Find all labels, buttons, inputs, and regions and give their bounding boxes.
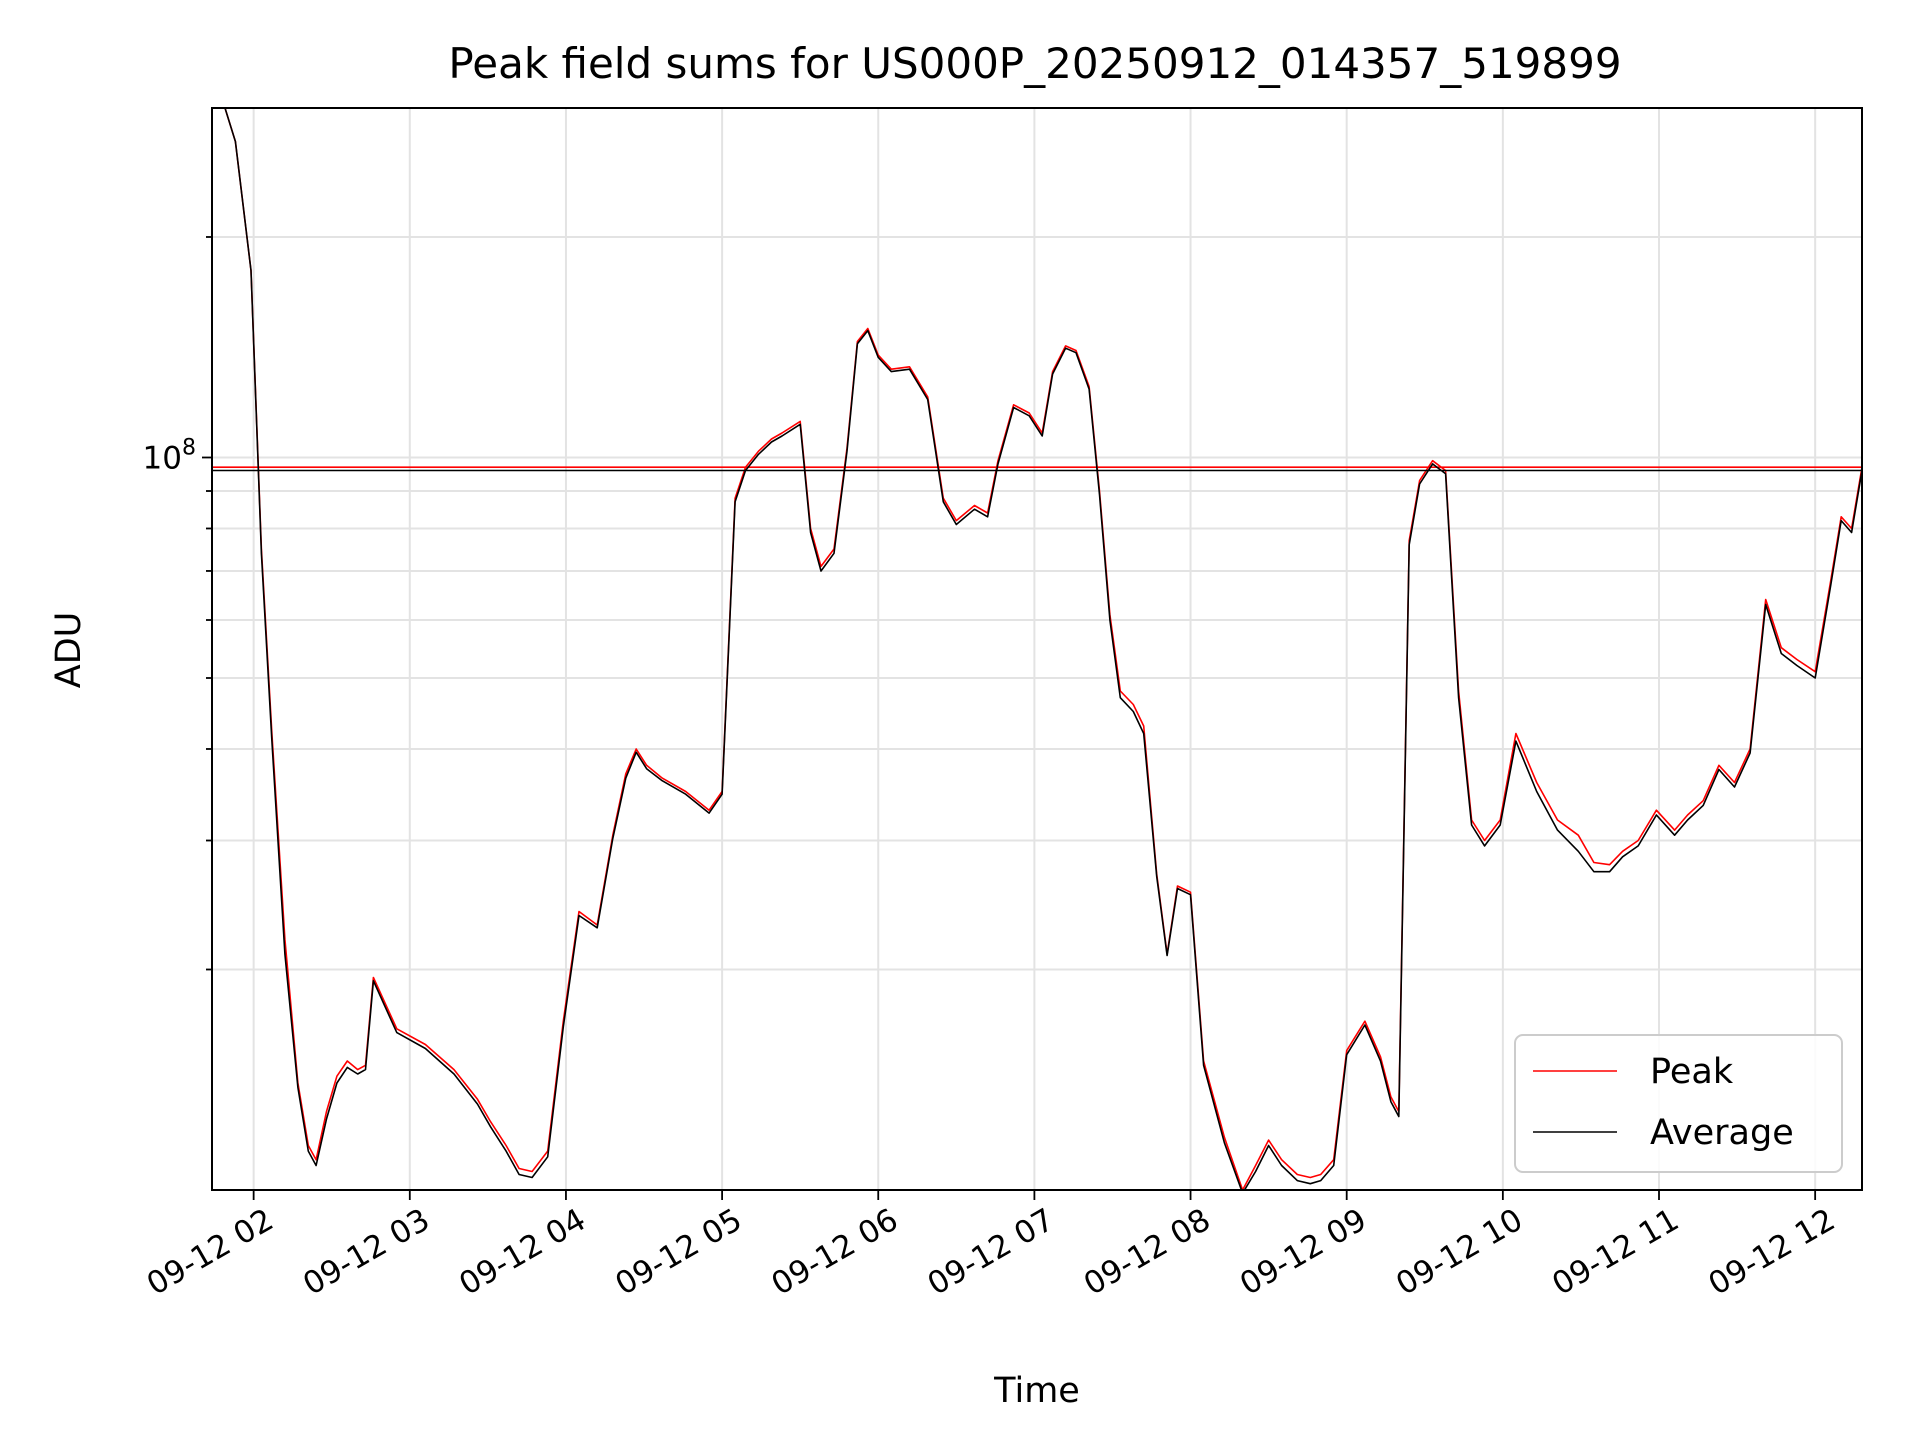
grid [212,108,1862,1190]
legend-label-peak: Peak [1650,1052,1734,1092]
chart-title: Peak field sums for US000P_20250912_0143… [448,39,1621,88]
legend-label-average: Average [1650,1113,1794,1153]
legend-box [1514,1034,1843,1173]
y-tick-label: 108 [143,435,196,476]
y-axis: 108 [143,236,212,971]
y-axis-label: ADU [49,612,89,689]
x-axis-label: Time [993,1371,1080,1411]
legend: Peak Average [1514,1034,1843,1173]
plot-frame [211,107,1863,1191]
